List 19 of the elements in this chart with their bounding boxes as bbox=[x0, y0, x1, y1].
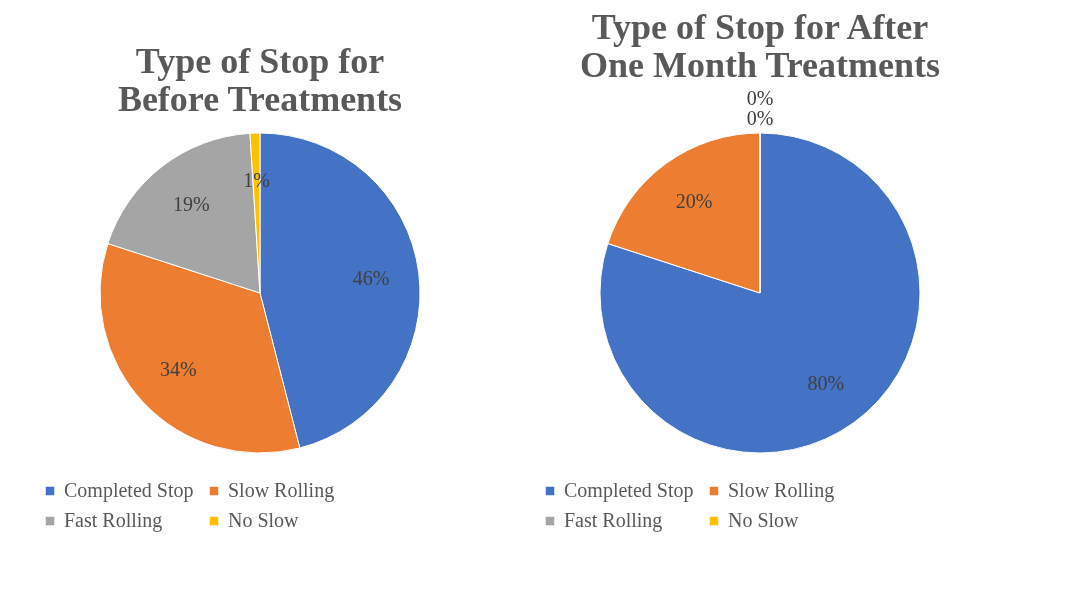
chart-title: Type of Stop for After One Month Treatments bbox=[580, 7, 940, 85]
legend-label: Slow Rolling bbox=[728, 479, 835, 502]
data-label: 46% bbox=[352, 266, 390, 289]
chart-title: Type of Stop for Before Treatments bbox=[117, 41, 403, 119]
pie-slice bbox=[599, 132, 921, 454]
data-label: 80% bbox=[807, 371, 845, 394]
legend-label: Slow Rolling bbox=[228, 479, 335, 502]
data-label: 19% bbox=[173, 192, 210, 215]
data-label: 1% bbox=[243, 169, 270, 192]
legend-label: No Slow bbox=[728, 509, 800, 531]
legend-label: Fast Rolling bbox=[64, 509, 163, 532]
legend-label: Completed Stop bbox=[64, 479, 194, 502]
text: 0% bbox=[746, 107, 774, 129]
data-label: 20% bbox=[675, 190, 713, 213]
text: 0% bbox=[746, 87, 774, 109]
legend-label: Fast Rolling bbox=[564, 509, 663, 532]
data-label: 34% bbox=[160, 357, 197, 380]
legend-label: No Slow bbox=[228, 509, 300, 531]
legend-label: Completed Stop bbox=[564, 479, 694, 502]
